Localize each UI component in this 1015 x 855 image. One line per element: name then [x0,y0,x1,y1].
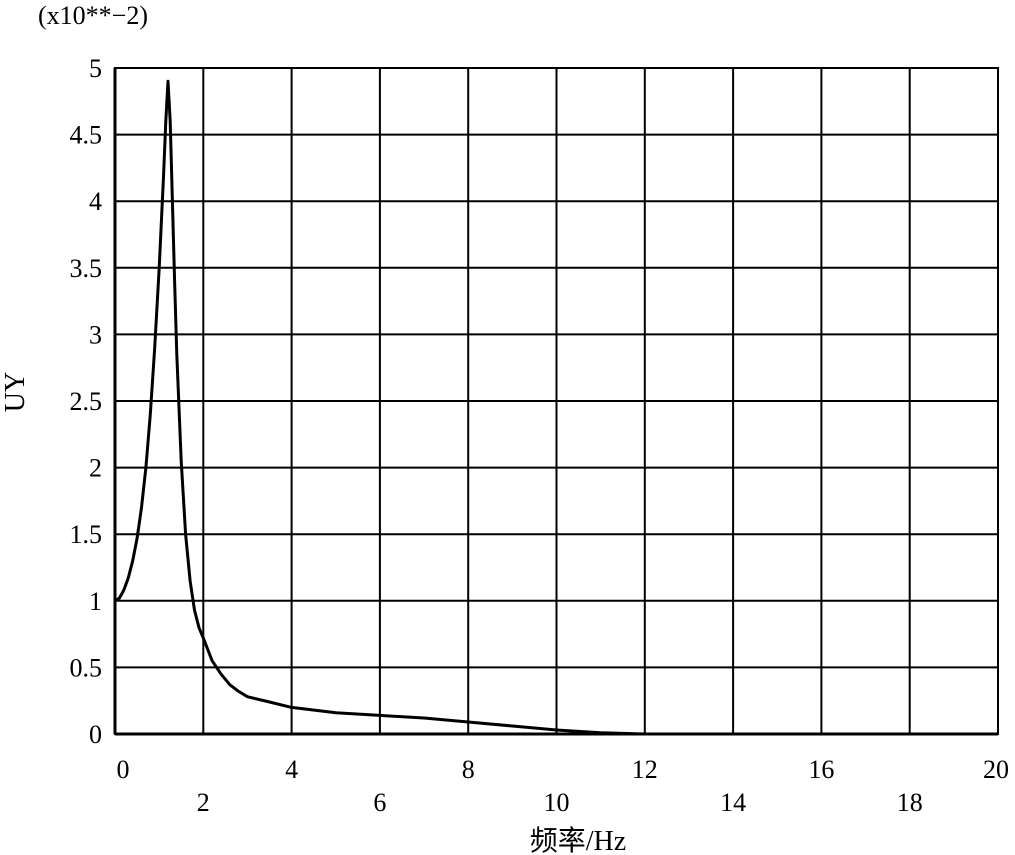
y-tick-label-3: 1.5 [70,520,103,549]
y-tick-labels: 0 0.5 1 1.5 2 2.5 3 3.5 4 4.5 5 [70,54,103,749]
y-tick-label-6: 3 [89,320,102,349]
y-tick-label-2: 1 [89,587,102,616]
y-scale-note: (x10**−2) [38,1,148,30]
x-tick-labels: 0 2 4 6 8 10 12 14 16 18 20 [117,755,1010,817]
y-tick-label-10: 5 [89,54,102,83]
series-line-0 [114,79,998,736]
y-tick-label-4: 2 [89,454,102,483]
y-tick-label-9: 4.5 [70,121,103,150]
series-layer [114,79,998,736]
y-tick-label-1: 0.5 [70,653,103,682]
x-tick-label-7: 14 [720,788,746,817]
y-tick-label-5: 2.5 [70,387,103,416]
grid [114,67,999,735]
x-tick-label-3: 6 [373,788,386,817]
x-tick-label-4: 8 [462,755,475,784]
y-tick-label-7: 3.5 [70,254,103,283]
y-axis-label: UY [0,372,31,412]
x-tick-label-9: 18 [897,788,923,817]
x-tick-label-8: 16 [808,755,834,784]
x-tick-label-0: 0 [117,755,130,784]
x-tick-label-6: 12 [632,755,658,784]
y-tick-label-0: 0 [89,720,102,749]
x-tick-label-10: 20 [983,755,1009,784]
x-tick-label-2: 4 [285,755,298,784]
x-tick-label-1: 2 [197,788,210,817]
x-axis-label: 频率/Hz [530,825,626,855]
x-tick-label-5: 10 [544,788,570,817]
y-tick-label-8: 4 [89,187,102,216]
